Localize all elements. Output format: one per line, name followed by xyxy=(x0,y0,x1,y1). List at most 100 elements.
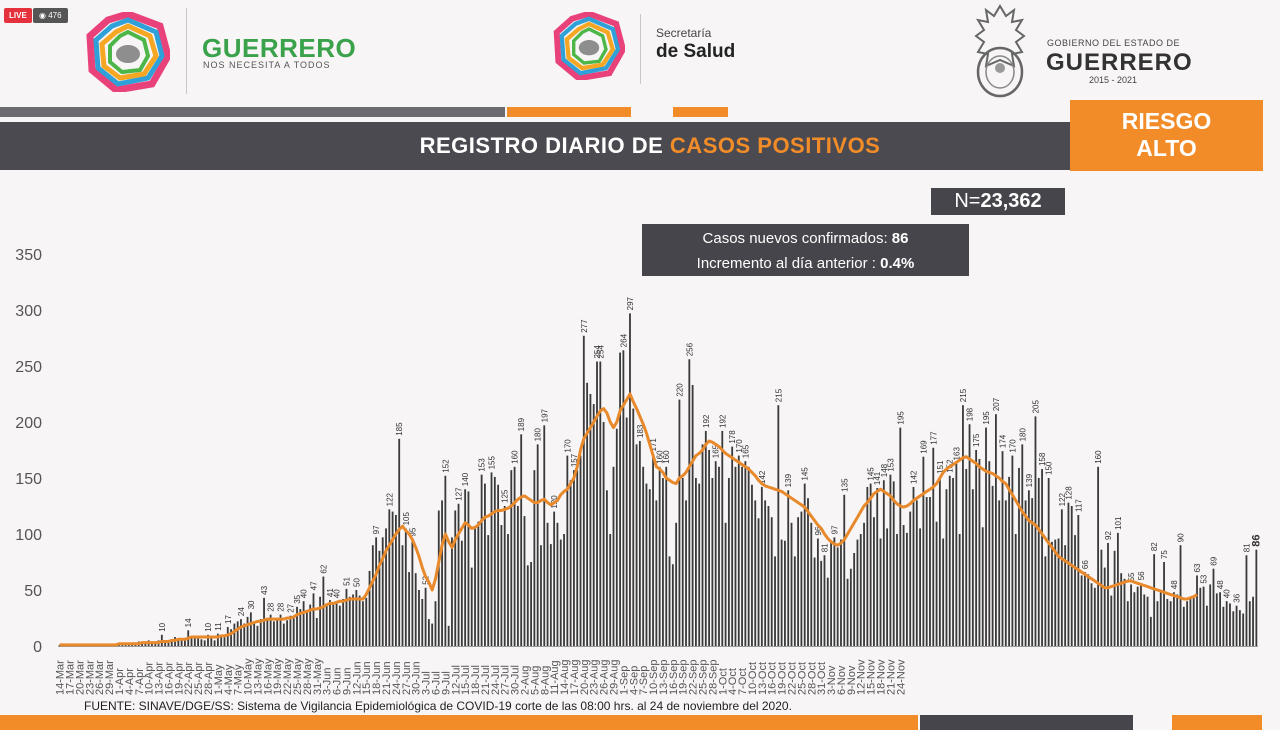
bar-value-label: 92 xyxy=(1104,531,1113,540)
bar xyxy=(704,430,707,646)
bar xyxy=(596,361,598,646)
x-tick-label: 22-Oct xyxy=(787,662,799,695)
bar xyxy=(1047,478,1050,646)
bar xyxy=(1054,539,1057,646)
bar xyxy=(757,518,760,646)
bar xyxy=(622,350,625,646)
bar xyxy=(1205,605,1208,646)
bar-value-label: 139 xyxy=(784,473,793,487)
bar xyxy=(510,470,513,646)
x-tick-label: 18-Nov xyxy=(876,659,888,695)
bar xyxy=(170,639,173,646)
bar xyxy=(978,458,981,646)
eye-icon: ◉ xyxy=(39,11,49,20)
bar xyxy=(467,491,470,646)
bar xyxy=(734,466,737,646)
bar xyxy=(744,461,747,646)
bar xyxy=(1080,575,1083,646)
bar xyxy=(362,601,364,646)
x-tick-label: 12-Jul xyxy=(450,665,462,695)
x-tick-label: 7-Sep xyxy=(638,666,650,695)
bar xyxy=(919,528,921,646)
bar-value-label: 30 xyxy=(247,600,256,609)
x-tick-label: 6-Jul xyxy=(430,671,442,695)
bar xyxy=(1027,490,1030,646)
bar-value-label: 197 xyxy=(540,408,549,422)
bar xyxy=(1173,592,1175,646)
bar xyxy=(605,490,608,646)
bar xyxy=(322,576,325,646)
bar xyxy=(1235,605,1238,646)
bar-value-label: 205 xyxy=(1031,400,1040,414)
bar xyxy=(1252,596,1254,646)
bar xyxy=(929,497,931,646)
bar xyxy=(1097,466,1100,646)
x-tick-label: 20-Mar xyxy=(74,660,86,695)
bar-value-label: 158 xyxy=(1038,452,1047,466)
bar xyxy=(1179,545,1182,646)
bar xyxy=(487,535,490,646)
bar xyxy=(523,516,526,646)
page-title-part1: REGISTRO DIARIO DE xyxy=(419,133,670,158)
bar-value-label: 10 xyxy=(158,622,167,631)
bar xyxy=(259,619,262,646)
bar xyxy=(233,623,236,646)
bar xyxy=(454,510,457,646)
bar-value-label: 170 xyxy=(735,439,744,453)
bar xyxy=(764,500,767,646)
bar xyxy=(556,522,559,646)
x-tick-label: 9-Jun xyxy=(341,667,353,695)
bar-value-label: 165 xyxy=(741,444,750,458)
bar-value-label: 53 xyxy=(1200,574,1209,583)
bar xyxy=(1090,583,1093,646)
bar xyxy=(846,578,849,646)
bar xyxy=(457,503,460,646)
bar xyxy=(414,573,417,646)
bar xyxy=(807,498,809,646)
bar xyxy=(889,474,892,646)
y-tick-label: 50 xyxy=(24,583,42,600)
bar xyxy=(971,489,974,646)
bar xyxy=(935,521,938,646)
bar xyxy=(945,489,948,646)
bar xyxy=(164,642,167,646)
bar xyxy=(1133,592,1136,646)
total-cases-box: N=23,362 xyxy=(931,188,1065,215)
x-tick-label: 25-Apr xyxy=(193,662,205,695)
bar xyxy=(493,476,496,646)
bar xyxy=(526,565,529,646)
bar-value-label: 40 xyxy=(1223,589,1232,598)
bar xyxy=(589,394,592,646)
bar xyxy=(302,601,305,646)
bar xyxy=(965,469,968,646)
x-tick-label: 28-Oct xyxy=(806,662,818,695)
x-tick-label: 31-Oct xyxy=(816,662,828,695)
bar xyxy=(253,623,256,646)
x-tick-label: 22-Apr xyxy=(183,662,195,695)
bar xyxy=(668,556,671,646)
x-tick-label: 5-Aug xyxy=(529,666,541,695)
bar xyxy=(586,382,589,646)
bar xyxy=(431,623,434,646)
bar xyxy=(625,417,628,646)
bar xyxy=(441,500,443,646)
bar xyxy=(579,455,582,646)
bar xyxy=(849,568,852,646)
bar xyxy=(1074,535,1076,646)
x-tick-label: 19-Apr xyxy=(173,662,185,695)
bar-value-label: 160 xyxy=(656,450,665,464)
bar xyxy=(711,478,714,646)
bar xyxy=(1008,476,1011,646)
bar xyxy=(770,517,773,646)
bar-value-label: 174 xyxy=(999,434,1008,448)
bar xyxy=(774,556,776,646)
bar xyxy=(615,428,618,646)
bar xyxy=(922,456,925,646)
x-tick-label: 3-Jul xyxy=(421,671,433,695)
bar xyxy=(216,633,219,646)
bar xyxy=(1067,502,1070,646)
bar xyxy=(569,480,572,646)
bar xyxy=(1130,584,1132,646)
bar-value-label: 141 xyxy=(873,471,882,485)
bar xyxy=(688,359,691,646)
